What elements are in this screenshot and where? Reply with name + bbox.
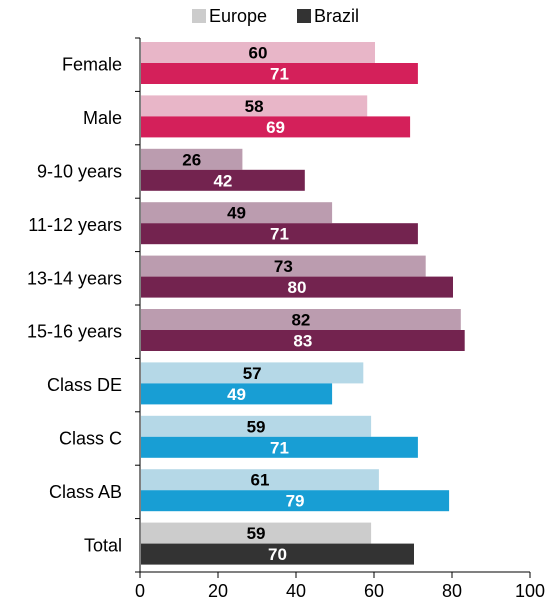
bar-brazil-class-ab xyxy=(141,490,450,512)
bar-europe-class-de xyxy=(141,362,364,384)
legend-label-europe: Europe xyxy=(209,6,267,26)
bar-europe-9-10-years xyxy=(141,148,243,170)
legend: Europe Brazil xyxy=(192,6,359,26)
category-label-13-14-years: 13-14 years xyxy=(27,268,122,288)
value-label-europe-9-10-years: 26 xyxy=(182,150,201,169)
category-label-class-ab: Class AB xyxy=(49,482,122,502)
category-label-class-c: Class C xyxy=(59,429,122,449)
value-label-brazil-13-14-years: 80 xyxy=(288,278,307,297)
value-label-brazil-class-c: 71 xyxy=(270,438,289,457)
value-label-europe-class-c: 59 xyxy=(247,417,266,436)
value-label-brazil-class-ab: 79 xyxy=(286,492,305,511)
value-label-brazil-9-10-years: 42 xyxy=(213,171,232,190)
value-label-europe-11-12-years: 49 xyxy=(227,204,246,223)
category-label-11-12-years: 11-12 years xyxy=(28,215,122,235)
category-label-total: Total xyxy=(84,535,122,555)
value-label-europe-class-de: 57 xyxy=(243,364,262,383)
bar-europe-11-12-years xyxy=(141,202,333,224)
category-label-9-10-years: 9-10 years xyxy=(37,162,122,182)
x-tick-label: 80 xyxy=(442,581,462,601)
bar-brazil-15-16-years xyxy=(141,330,465,351)
bar-europe-class-ab xyxy=(141,469,379,491)
bar-europe-class-c xyxy=(141,415,372,437)
value-label-europe-male: 58 xyxy=(245,97,264,116)
bar-brazil-class-c xyxy=(141,436,418,458)
value-label-europe-total: 59 xyxy=(247,524,266,543)
legend-swatch-brazil xyxy=(297,9,311,23)
legend-swatch-europe xyxy=(192,9,206,23)
x-tick-label: 100 xyxy=(515,581,545,601)
value-label-brazil-male: 69 xyxy=(266,118,285,137)
bar-europe-male xyxy=(141,95,368,117)
bar-europe-13-14-years xyxy=(141,255,426,277)
bar-europe-15-16-years xyxy=(141,309,461,330)
x-tick-label: 40 xyxy=(286,581,306,601)
category-label-15-16-years: 15-16 years xyxy=(27,322,122,342)
bar-brazil-11-12-years xyxy=(141,223,418,245)
x-tick-label: 0 xyxy=(135,581,145,601)
bar-europe-total xyxy=(141,522,372,544)
category-label-male: Male xyxy=(83,108,122,128)
category-label-female: Female xyxy=(62,55,122,75)
x-tick-label: 60 xyxy=(364,581,384,601)
bar-brazil-total xyxy=(141,543,414,565)
x-tick-label: 20 xyxy=(208,581,228,601)
bar-brazil-9-10-years xyxy=(141,169,305,191)
value-label-europe-13-14-years: 73 xyxy=(274,257,293,276)
value-label-brazil-15-16-years: 83 xyxy=(293,332,312,351)
value-label-brazil-11-12-years: 71 xyxy=(270,225,289,244)
bar-brazil-female xyxy=(141,63,418,84)
value-label-brazil-class-de: 49 xyxy=(227,385,246,404)
bar-europe-female xyxy=(141,42,375,63)
value-label-europe-class-ab: 61 xyxy=(250,471,269,490)
bar-brazil-class-de xyxy=(141,383,333,405)
bar-brazil-male xyxy=(141,116,411,138)
category-label-class-de: Class DE xyxy=(47,375,122,395)
value-label-brazil-total: 70 xyxy=(268,545,287,564)
value-label-brazil-female: 71 xyxy=(270,65,289,84)
legend-label-brazil: Brazil xyxy=(314,6,359,26)
value-label-europe-female: 60 xyxy=(249,44,268,63)
value-label-europe-15-16-years: 82 xyxy=(291,311,310,330)
bar-brazil-13-14-years xyxy=(141,276,453,298)
